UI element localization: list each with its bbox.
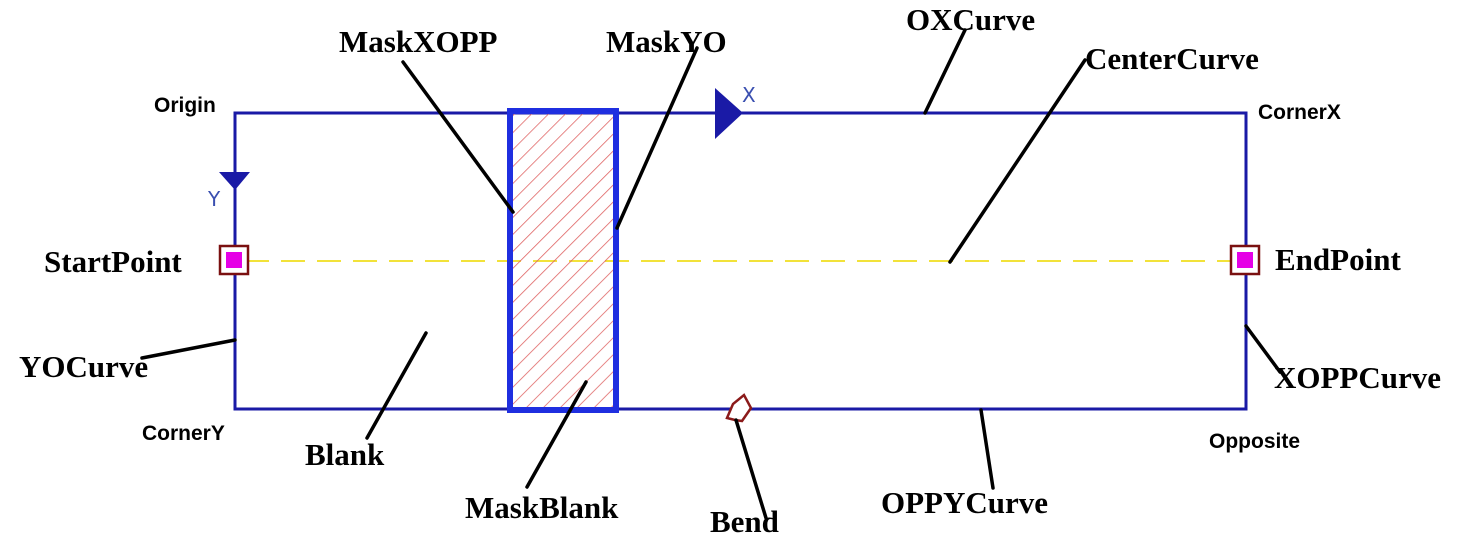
label-oppy-curve: OPPYCurve xyxy=(881,485,1048,520)
start-point-fill xyxy=(226,252,242,268)
x-axis-arrow-icon xyxy=(715,88,743,139)
leader-center-curve xyxy=(948,58,1087,264)
label-center-curve: CenterCurve xyxy=(1085,41,1259,76)
label-corner-y: CornerY xyxy=(142,422,225,445)
leader-oppy-curve xyxy=(979,408,995,490)
label-mask-blank: MaskBlank xyxy=(465,490,619,525)
leader-blank xyxy=(365,331,428,440)
label-end-point: EndPoint xyxy=(1275,242,1401,277)
leader-ox-curve xyxy=(923,28,967,115)
leader-mask-xopp xyxy=(401,60,515,214)
end-point-fill xyxy=(1237,252,1253,268)
leader-mask-blank xyxy=(525,380,588,489)
label-blank: Blank xyxy=(305,437,385,472)
label-mask-xopp: MaskXOPP xyxy=(339,24,498,59)
leader-lines xyxy=(140,28,1282,520)
y-axis-letter: Y xyxy=(207,187,221,211)
end-point-marker xyxy=(1229,244,1261,276)
label-opposite: Opposite xyxy=(1209,430,1300,453)
leader-bend xyxy=(734,418,768,520)
label-corner-x: CornerX xyxy=(1258,101,1341,124)
label-ox-curve: OXCurve xyxy=(906,2,1035,37)
label-xopp-curve: XOPPCurve xyxy=(1274,360,1441,395)
y-axis-arrow-icon xyxy=(219,172,250,190)
x-axis-letter: X xyxy=(742,83,756,107)
label-bend: Bend xyxy=(710,504,779,539)
label-mask-yo: MaskYO xyxy=(606,24,727,59)
leader-mask-yo xyxy=(615,46,699,230)
label-origin: Origin xyxy=(154,94,216,117)
mask-rectangle xyxy=(507,108,619,413)
leader-yo-curve xyxy=(140,338,237,360)
label-yo-curve: YOCurve xyxy=(19,349,148,384)
leader-xopp-curve xyxy=(1244,324,1282,374)
label-start-point: StartPoint xyxy=(44,244,182,279)
